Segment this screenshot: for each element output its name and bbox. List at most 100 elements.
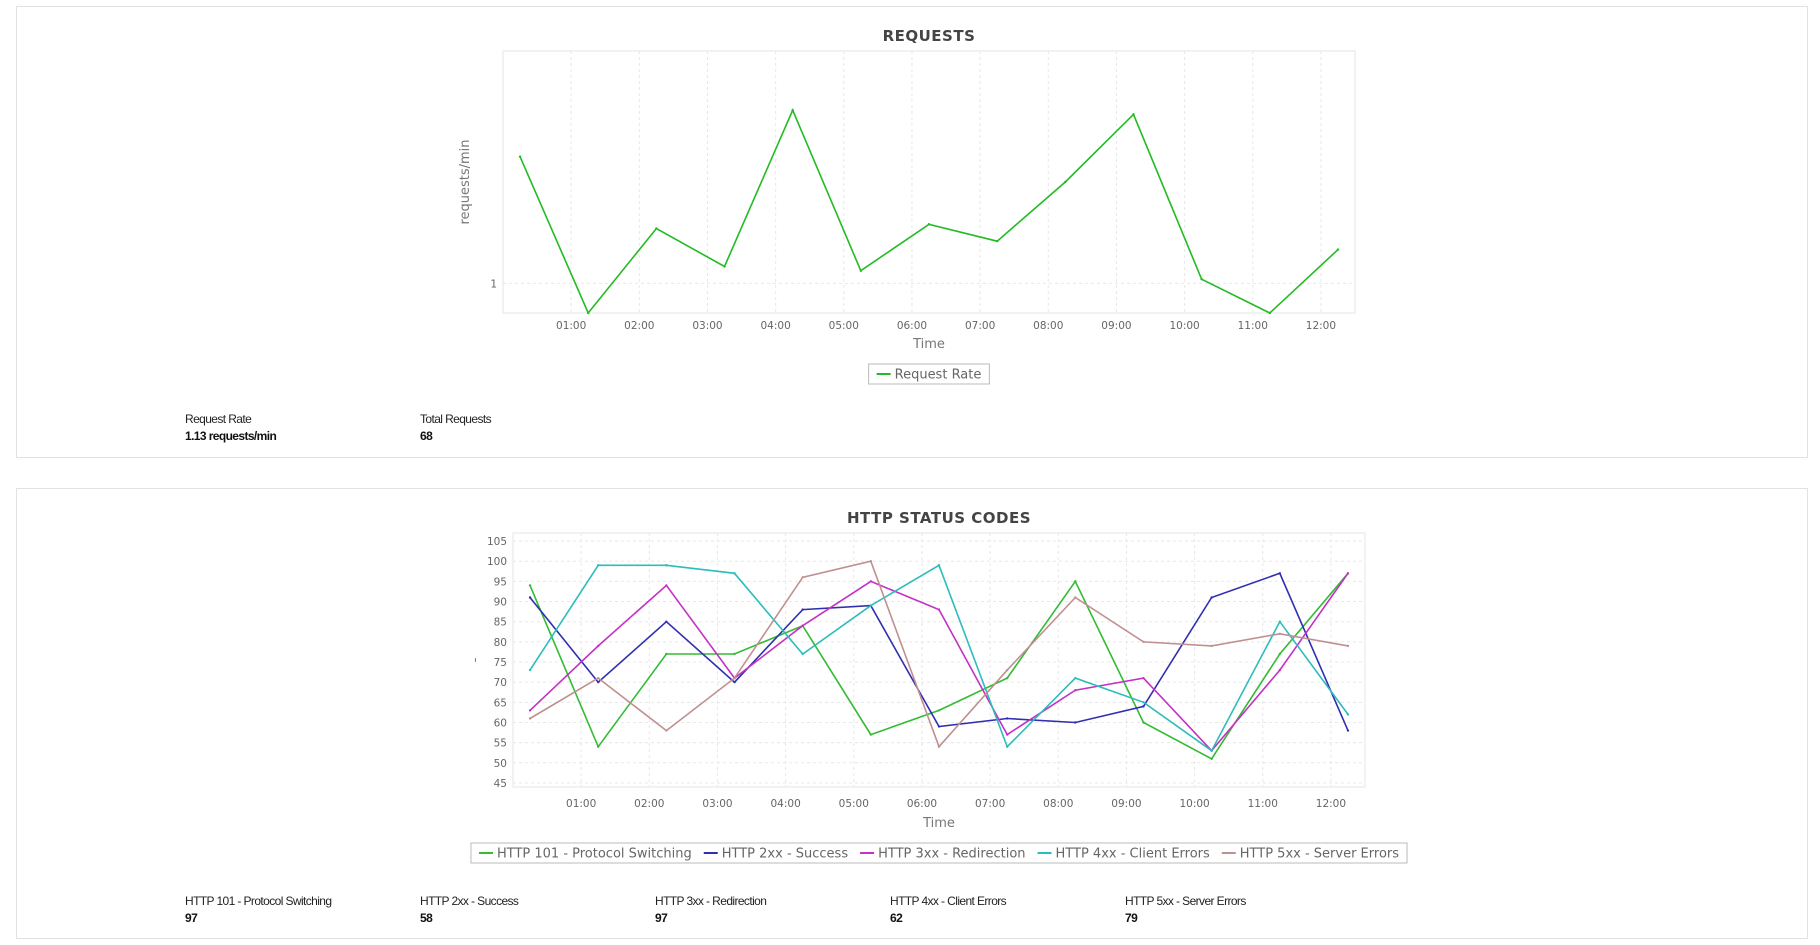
x-tick-label: 12:00 [1306, 320, 1336, 332]
data-point [655, 227, 658, 230]
stat-value: 79 [1125, 911, 1138, 925]
data-point [937, 564, 941, 567]
stat-http-3xx: HTTP 3xx - Redirection 97 [655, 894, 885, 925]
y-axis-label: - [468, 657, 483, 662]
data-point [1005, 668, 1009, 672]
data-point [1074, 689, 1077, 692]
data-point [1346, 572, 1350, 575]
chart-title: REQUESTS [883, 27, 976, 45]
x-tick-label: 02:00 [624, 320, 654, 332]
data-point [1268, 311, 1272, 315]
x-tick-label: 04:00 [761, 320, 791, 332]
y-tick-label: 100 [487, 556, 507, 568]
data-point [665, 620, 668, 623]
data-point [665, 652, 668, 656]
data-point [665, 564, 668, 567]
x-tick-label: 10:00 [1179, 798, 1209, 810]
legend-item-http-2xx-success: HTTP 2xx - Success [722, 847, 849, 862]
data-point [597, 680, 600, 684]
data-point [1336, 248, 1340, 251]
x-tick-label: 11:00 [1238, 320, 1268, 332]
data-point [1346, 644, 1350, 648]
legend-item-http-101-protocol-switching: HTTP 101 - Protocol Switching [497, 847, 692, 862]
data-point [1210, 596, 1213, 599]
x-tick-label: 12:00 [1316, 798, 1346, 810]
legend: Request Rate [876, 368, 981, 383]
data-point [528, 584, 532, 587]
data-point [937, 725, 941, 728]
data-point [733, 676, 736, 680]
y-tick-label: 60 [494, 717, 507, 729]
data-point [597, 676, 600, 680]
y-tick-label: 55 [494, 738, 507, 750]
plot-area [512, 532, 1366, 788]
data-point [733, 572, 736, 575]
data-point [1346, 729, 1350, 732]
x-tick-label: 04:00 [771, 798, 801, 810]
legend-item-http-5xx-server-errors: HTTP 5xx - Server Errors [1240, 847, 1399, 862]
stat-label: HTTP 5xx - Server Errors [1125, 894, 1246, 908]
x-tick-label: 06:00 [907, 798, 937, 810]
data-point [869, 580, 873, 583]
data-point [869, 733, 873, 736]
legend-box [868, 363, 990, 385]
data-point [1278, 668, 1282, 672]
data-point [1142, 701, 1145, 704]
x-tick-label: 06:00 [897, 320, 927, 332]
data-point [665, 584, 668, 587]
x-axis-label: Time [912, 337, 945, 352]
stat-http-4xx: HTTP 4xx - Client Errors 62 [890, 894, 1120, 925]
x-tick-label: 09:00 [1101, 320, 1131, 332]
stat-value: 68 [420, 429, 433, 443]
stat-request-rate: Request Rate 1.13 requests/min [185, 412, 415, 443]
x-tick-label: 10:00 [1169, 320, 1199, 332]
data-point [528, 709, 532, 712]
y-tick-label: 45 [494, 778, 507, 790]
legend-box [470, 842, 1408, 864]
data-point [1278, 620, 1282, 623]
data-point [1210, 749, 1213, 752]
data-point [801, 652, 804, 656]
x-tick-label: 01:00 [556, 320, 586, 332]
x-tick-label: 02:00 [634, 798, 664, 810]
data-point [1005, 733, 1009, 736]
stat-total-requests: Total Requests 68 [420, 412, 650, 443]
data-point [869, 560, 873, 563]
data-point [1346, 713, 1350, 716]
x-tick-label: 07:00 [975, 798, 1005, 810]
x-tick-label: 03:00 [702, 798, 732, 810]
data-point [597, 745, 600, 748]
x-tick-label: 08:00 [1033, 320, 1063, 332]
data-point [791, 108, 794, 112]
data-point [518, 155, 522, 158]
data-point [665, 729, 668, 732]
data-point [1210, 757, 1213, 760]
y-tick-label: 90 [494, 597, 507, 609]
data-point [937, 709, 941, 712]
stat-http-5xx: HTTP 5xx - Server Errors 79 [1125, 894, 1355, 925]
stat-value: 1.13 requests/min [185, 429, 277, 443]
y-tick-label: 1 [490, 278, 497, 290]
data-point [927, 223, 931, 226]
data-point [1064, 180, 1067, 184]
x-tick-label: 05:00 [839, 798, 869, 810]
y-tick-label: 70 [494, 677, 507, 689]
data-point [528, 596, 532, 599]
data-point [1142, 640, 1145, 644]
data-point [1074, 596, 1077, 599]
status-codes-chart: HTTP STATUS CODES 01:00 02:00 03:00 04:00 05:… [468, 509, 1408, 864]
y-tick-label: 85 [494, 617, 507, 629]
data-point [1074, 580, 1077, 583]
stat-value: 58 [420, 911, 433, 925]
data-point [1200, 277, 1203, 281]
stat-http-2xx: HTTP 2xx - Success 58 [420, 894, 650, 925]
x-tick-label: 07:00 [965, 320, 995, 332]
stat-label: HTTP 2xx - Success [420, 894, 519, 908]
stat-http-101: HTTP 101 - Protocol Switching 97 [185, 894, 415, 925]
data-point [723, 265, 726, 268]
y-tick-label: 65 [494, 697, 507, 709]
status-codes-panel: HTTP STATUS CODES 01:00 02:00 03:00 04:00 05:… [16, 488, 1808, 939]
data-point [1210, 644, 1213, 648]
x-axis-label: Time [922, 816, 955, 831]
data-point [1005, 717, 1009, 720]
